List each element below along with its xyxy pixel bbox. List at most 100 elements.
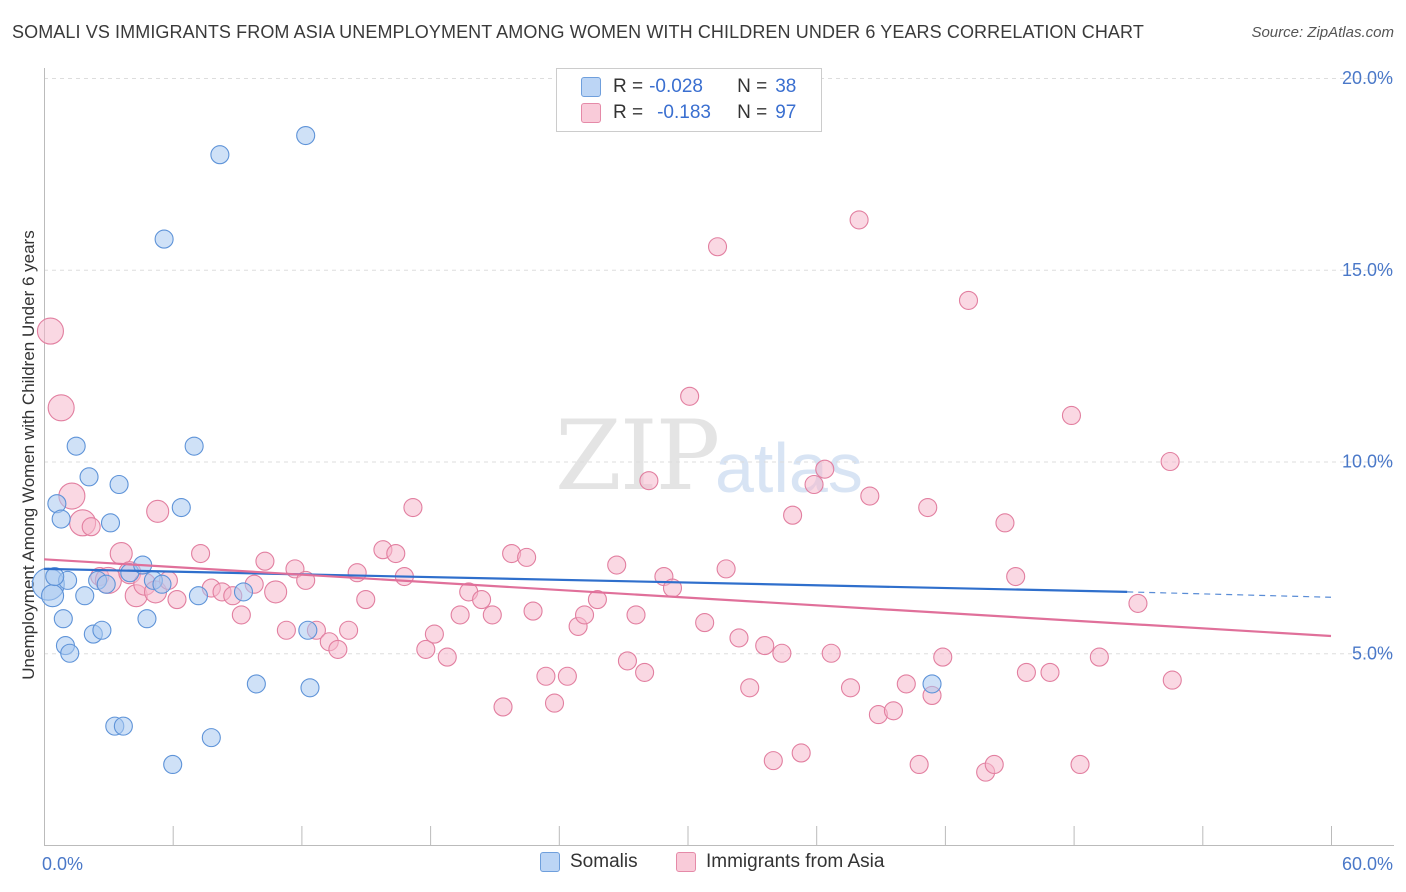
legend-n-label: N = bbox=[737, 102, 768, 123]
legend-r-label: R = bbox=[613, 76, 644, 97]
asia-point bbox=[617, 651, 637, 671]
asia-point bbox=[167, 590, 187, 610]
legend-n-label: N = bbox=[737, 76, 768, 97]
somali-points bbox=[31, 125, 942, 775]
somali-point bbox=[79, 467, 99, 487]
somali-point bbox=[300, 678, 320, 698]
asia-point bbox=[772, 643, 792, 663]
asia-point bbox=[740, 678, 760, 698]
legend-item-asia[interactable]: Immigrants from Asia bbox=[676, 851, 884, 873]
asia-point bbox=[264, 580, 288, 604]
asia-point bbox=[437, 647, 457, 667]
chart-title: SOMALI VS IMMIGRANTS FROM ASIA UNEMPLOYM… bbox=[12, 22, 1144, 42]
asia-point bbox=[544, 693, 565, 713]
asia-point bbox=[984, 754, 1004, 775]
asia-point bbox=[587, 590, 607, 610]
legend-row-asia: R = -0.183 N = 97 bbox=[581, 100, 796, 126]
axes bbox=[44, 68, 1394, 846]
asia-point bbox=[783, 505, 803, 525]
asia-point bbox=[635, 662, 655, 682]
correlation-legend: R = -0.028 N = 38 R = -0.183 N = 97 bbox=[556, 68, 822, 132]
asia-point bbox=[328, 639, 348, 659]
series-legend: Somalis Immigrants from Asia bbox=[0, 851, 1406, 877]
asia-point bbox=[472, 590, 492, 610]
asia-point bbox=[493, 697, 513, 717]
watermark-zip: ZIP bbox=[555, 400, 720, 512]
asia-point bbox=[840, 678, 861, 698]
somali-point bbox=[113, 716, 133, 736]
legend-swatch-somalis bbox=[540, 852, 560, 872]
asia-point bbox=[146, 499, 170, 523]
asia-point bbox=[517, 547, 537, 567]
somali-point bbox=[137, 609, 157, 629]
asia-point bbox=[626, 605, 646, 625]
legend-row-somalis: R = -0.028 N = 38 bbox=[581, 74, 796, 100]
asia-point bbox=[191, 543, 211, 564]
somali-point bbox=[41, 584, 65, 608]
asia-point bbox=[639, 471, 659, 491]
asia-point bbox=[1070, 754, 1090, 775]
legend-r-label: R = bbox=[613, 102, 644, 123]
asia-point bbox=[815, 459, 835, 479]
somali-point bbox=[96, 574, 116, 594]
x-tick-label: 60.0% bbox=[1342, 854, 1393, 874]
asia-point bbox=[763, 751, 783, 771]
asia-point bbox=[680, 386, 700, 406]
somali-point bbox=[75, 586, 95, 606]
legend-swatch-somalis bbox=[581, 77, 601, 97]
asia-point bbox=[81, 517, 101, 537]
legend-item-somalis[interactable]: Somalis bbox=[540, 851, 638, 873]
legend-r-value: -0.183 bbox=[657, 102, 711, 123]
asia-point bbox=[791, 743, 811, 763]
trend-lines bbox=[43, 558, 1332, 638]
asia-point bbox=[36, 317, 64, 345]
asia-point bbox=[339, 620, 359, 640]
y-tick-label: 10.0% bbox=[1342, 452, 1393, 472]
legend-n-value: 38 bbox=[775, 76, 797, 97]
asia-point bbox=[1089, 647, 1109, 667]
x-tick-label: 0.0% bbox=[42, 854, 83, 874]
somali-point bbox=[922, 674, 942, 694]
asia-point bbox=[1160, 451, 1180, 472]
asia-trend-line bbox=[43, 558, 1332, 638]
asia-point bbox=[386, 543, 406, 564]
somali-point bbox=[60, 643, 80, 663]
legend-n-value: 97 bbox=[775, 102, 797, 123]
asia-point bbox=[909, 754, 929, 775]
somali-point bbox=[163, 754, 183, 775]
somali-point bbox=[152, 574, 172, 594]
somali-point bbox=[296, 125, 316, 146]
asia-point bbox=[47, 394, 75, 422]
somali-point bbox=[201, 728, 221, 748]
asia-point bbox=[860, 486, 880, 506]
somali-point bbox=[100, 513, 121, 533]
asia-point bbox=[695, 613, 715, 633]
somali-point bbox=[298, 620, 318, 640]
somali-trend-line bbox=[43, 567, 1128, 593]
asia-point bbox=[255, 551, 275, 571]
asia-point bbox=[849, 210, 869, 230]
asia-point bbox=[707, 237, 728, 257]
somali-point bbox=[171, 497, 191, 518]
asia-point bbox=[607, 555, 627, 575]
somali-point bbox=[45, 566, 65, 587]
asia-point bbox=[403, 497, 423, 518]
legend-label-asia: Immigrants from Asia bbox=[706, 851, 885, 872]
asia-point bbox=[1162, 670, 1182, 690]
asia-point bbox=[523, 601, 543, 621]
asia-point bbox=[1006, 566, 1026, 587]
asia-point bbox=[1128, 593, 1148, 613]
source-note: Source: ZipAtlas.com bbox=[1251, 24, 1394, 41]
somali-point bbox=[109, 474, 129, 495]
somali-point bbox=[66, 436, 86, 456]
y-tick-label: 15.0% bbox=[1342, 260, 1393, 280]
asia-point bbox=[536, 666, 556, 686]
watermark-atlas: atlas bbox=[715, 429, 863, 507]
asia-point bbox=[918, 497, 938, 518]
legend-swatch-asia bbox=[676, 852, 696, 872]
asia-point bbox=[755, 636, 775, 656]
legend-label-somalis: Somalis bbox=[570, 851, 638, 872]
asia-point bbox=[1040, 662, 1060, 682]
asia-point bbox=[995, 513, 1015, 533]
